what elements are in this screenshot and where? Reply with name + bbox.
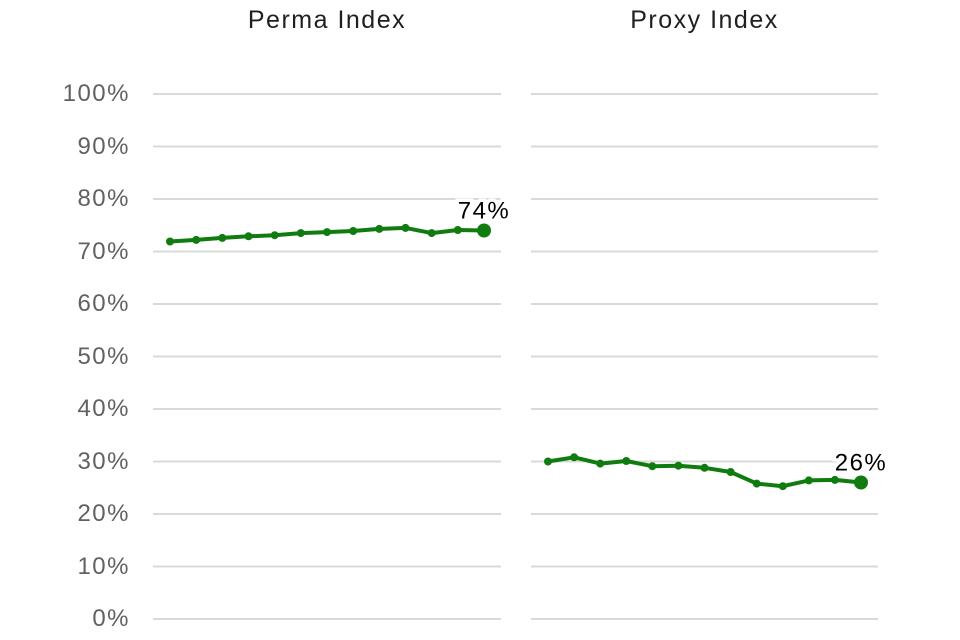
end-value-label: 26%: [835, 450, 888, 477]
data-point: [830, 475, 839, 484]
last-data-point: [854, 475, 868, 490]
y-axis-tick-label: 30%: [77, 447, 130, 475]
data-point: [401, 223, 410, 232]
data-point: [296, 229, 305, 238]
line-chart-1: 26%: [531, 93, 889, 620]
data-point: [349, 227, 358, 235]
y-axis-tick-label: 90%: [77, 132, 130, 160]
data-point: [244, 232, 253, 241]
y-axis: 100% 90% 80% 70% 60% 50% 40% 30% 20% 10% 0%: [0, 0, 130, 640]
data-point: [166, 237, 174, 246]
data-point: [726, 468, 735, 476]
y-axis-tick-label: 0%: [92, 605, 130, 632]
data-point: [778, 482, 787, 491]
data-point: [375, 224, 384, 233]
y-axis-tick-label: 70%: [77, 237, 130, 265]
data-point: [218, 233, 227, 242]
y-axis-tick-label: 40%: [77, 395, 130, 422]
y-axis-tick-label: 20%: [77, 500, 130, 527]
data-point: [700, 463, 709, 472]
y-axis-tick-label: 10%: [77, 552, 130, 580]
data-point: [804, 476, 813, 485]
end-value-label: 74%: [458, 198, 511, 225]
plot-area-perma-index: 74%: [153, 93, 512, 620]
data-point: [622, 457, 631, 465]
data-point: [192, 235, 201, 244]
data-point: [674, 461, 683, 470]
chart-title-proxy-index: Proxy Index: [630, 6, 779, 34]
data-point: [427, 229, 436, 238]
data-point: [752, 479, 761, 488]
data-point: [453, 226, 462, 234]
y-axis-tick-label: 60%: [77, 290, 130, 317]
data-point: [648, 462, 657, 471]
data-point: [570, 453, 579, 462]
y-axis-tick-label: 50%: [77, 342, 130, 370]
data-point: [270, 231, 279, 240]
data-point: [544, 457, 552, 466]
y-axis-tick-label: 100%: [62, 80, 130, 107]
data-point: [323, 228, 331, 237]
y-axis-tick-label: 80%: [77, 185, 130, 212]
line-chart-0: 74%: [153, 93, 512, 620]
chart-title-perma-index: Perma Index: [247, 6, 407, 34]
plot-area-proxy-index: 26%: [531, 93, 889, 620]
data-point: [596, 459, 605, 468]
last-data-point: [477, 223, 491, 238]
